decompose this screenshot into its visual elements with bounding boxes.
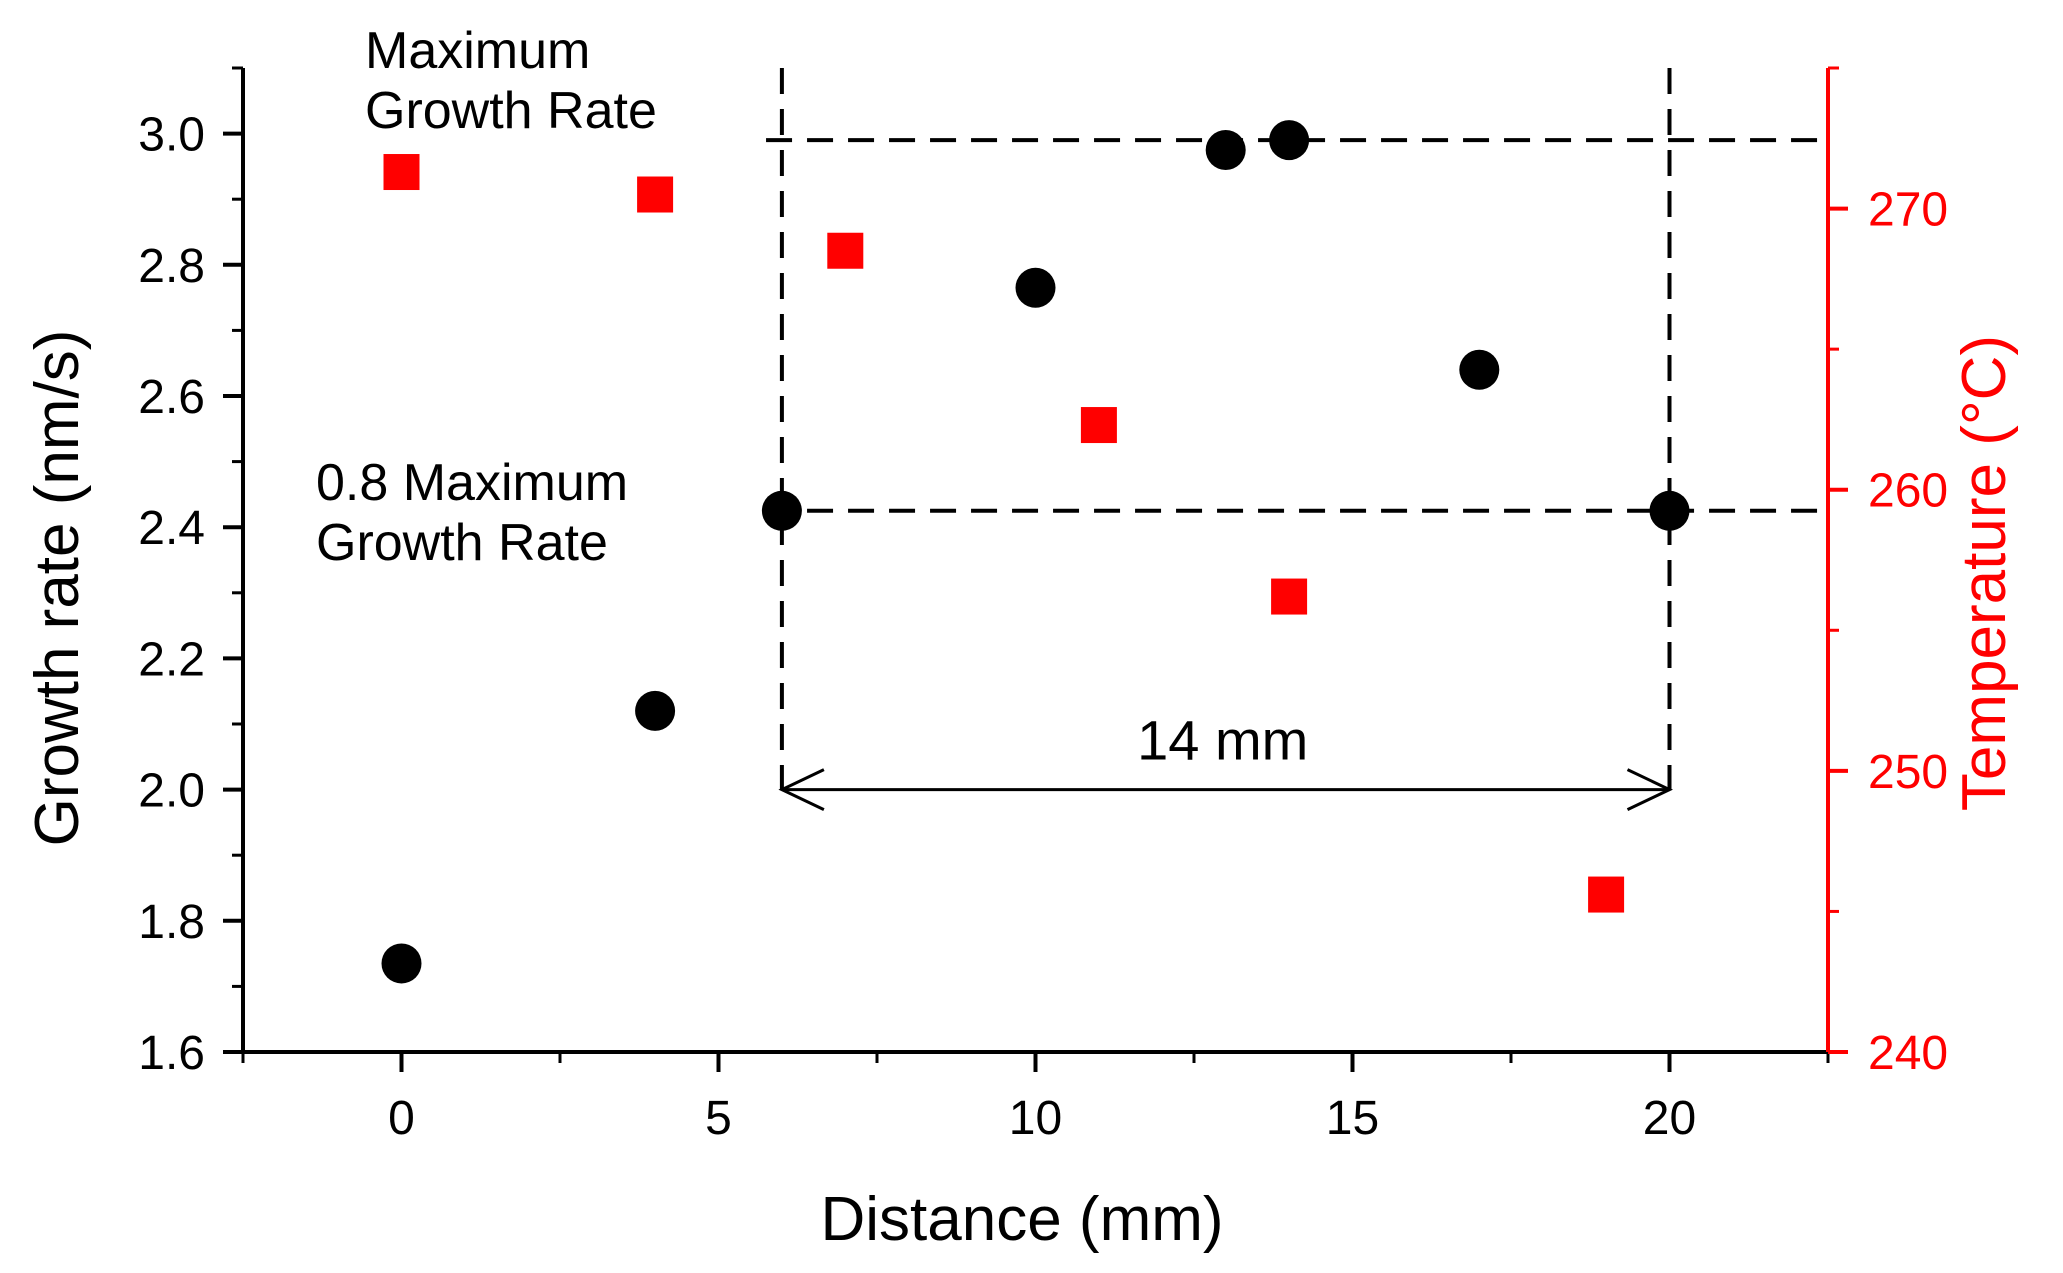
growth-rate-point — [761, 490, 802, 531]
growth-rate-point — [1269, 120, 1310, 161]
temperature-point — [637, 176, 674, 213]
span-arrow-left-head — [778, 768, 825, 811]
span-arrow-right-head — [1626, 768, 1673, 811]
y-tick-label: 2.6 — [138, 371, 205, 424]
growth-rate-point — [1649, 490, 1690, 531]
y2-tick-label: 270 — [1868, 184, 1948, 237]
tick-labels-layer: 0 5 10 15 20 1.6 1.8 2.0 2.2 2.4 2.6 2.8 3.0 240 250 26… — [138, 109, 1948, 1145]
x-tick-label: 15 — [1326, 1092, 1379, 1145]
reference-lines-layer — [766, 68, 1820, 811]
y2-axis-title: Temperature (°C) — [1950, 335, 2019, 811]
ticks-layer — [223, 66, 1848, 1072]
temperature-point — [827, 232, 864, 269]
temperature-point — [1588, 876, 1625, 913]
y2-tick-label: 260 — [1868, 465, 1948, 518]
y-tick-label: 2.4 — [138, 502, 205, 555]
x-tick-label: 20 — [1643, 1092, 1696, 1145]
growth-rate-point — [381, 943, 422, 984]
y-tick-label: 1.8 — [138, 896, 205, 949]
growth-rate-point — [1459, 349, 1500, 390]
y-tick-label: 2.2 — [138, 633, 205, 686]
x-tick-label: 10 — [1009, 1092, 1062, 1145]
annotation-line: Growth Rate — [365, 82, 657, 140]
annotation-line: Growth Rate — [316, 514, 608, 572]
y-axis-title: Growth rate (nm/s) — [23, 330, 92, 847]
annotation-line: Maximum — [365, 22, 590, 80]
annotation-line: 0.8 Maximum — [316, 454, 628, 512]
x-tick-label: 0 — [388, 1092, 415, 1145]
y2-tick-label: 240 — [1868, 1027, 1948, 1080]
y-tick-label: 3.0 — [138, 109, 205, 162]
x-axis-title: Distance (mm) — [820, 1185, 1223, 1254]
y2-tick-label: 250 — [1868, 746, 1948, 799]
temperature-point — [383, 154, 420, 191]
x-tick-label: 5 — [705, 1092, 732, 1145]
temperature-point — [1271, 578, 1308, 615]
temperature-point — [1080, 407, 1117, 444]
growth-rate-point — [635, 690, 676, 731]
y-tick-label: 2.8 — [138, 240, 205, 293]
data-marks-layer — [381, 120, 1690, 984]
span-label: 14 mm — [1137, 709, 1308, 772]
y-tick-label: 2.0 — [138, 765, 205, 818]
growth-rate-point — [1015, 267, 1056, 308]
y-tick-label: 1.6 — [138, 1027, 205, 1080]
growth-rate-point — [1205, 130, 1246, 170]
